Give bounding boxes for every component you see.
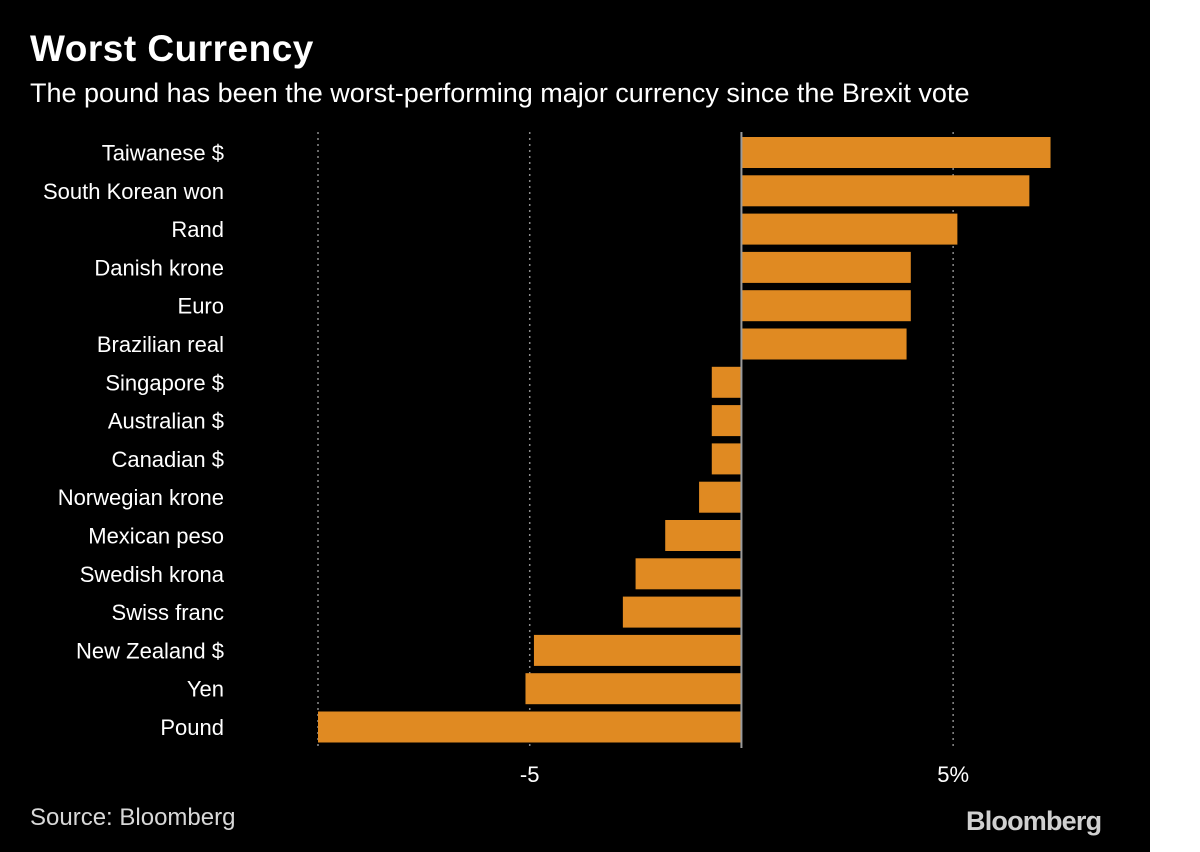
bar [622, 596, 742, 628]
bar [711, 405, 742, 437]
bars [318, 137, 1051, 743]
bar [318, 711, 742, 743]
category-label: Euro [178, 294, 224, 319]
category-label: Swiss franc [112, 600, 224, 625]
category-label: Pound [160, 715, 224, 740]
x-tick-label: 5% [937, 762, 969, 787]
source-note: Source: Bloomberg [30, 804, 236, 831]
bar [635, 558, 742, 590]
bar [741, 213, 958, 245]
bar [741, 328, 907, 360]
bar [711, 366, 742, 398]
x-tick-label: -5 [520, 762, 540, 787]
chart-panel: Worst Currency The pound has been the wo… [0, 0, 1150, 852]
bar [741, 251, 911, 283]
category-label: Singapore $ [105, 370, 224, 395]
bar [533, 634, 742, 666]
category-label: Canadian $ [111, 447, 224, 472]
category-label: Taiwanese $ [102, 141, 224, 166]
category-label: Brazilian real [97, 332, 224, 357]
x-tick-labels: -5 5% [520, 762, 969, 787]
chart-subtitle: The pound has been the worst-performing … [30, 78, 970, 108]
category-label: Swedish krona [80, 562, 225, 587]
category-label: New Zealand $ [76, 638, 224, 663]
bar [699, 481, 742, 513]
category-label: Yen [187, 677, 224, 702]
category-label: South Korean won [43, 179, 224, 204]
bloomberg-logo: Bloomberg [966, 806, 1102, 836]
bar [665, 520, 742, 551]
bar-chart: Taiwanese $ South Korean won Rand Danish kr… [43, 132, 1051, 787]
category-label: Danish krone [94, 255, 224, 280]
category-label: Norwegian krone [58, 485, 224, 510]
bar [741, 290, 911, 322]
chart-title: Worst Currency [30, 28, 314, 69]
bar [741, 137, 1051, 168]
bar [525, 673, 742, 705]
category-label: Australian $ [108, 409, 224, 434]
category-labels: Taiwanese $ South Korean won Rand Danish kr… [43, 141, 225, 741]
category-label: Mexican peso [88, 524, 224, 549]
bar [741, 175, 1030, 207]
category-label: Rand [171, 217, 224, 242]
bar [711, 443, 742, 475]
